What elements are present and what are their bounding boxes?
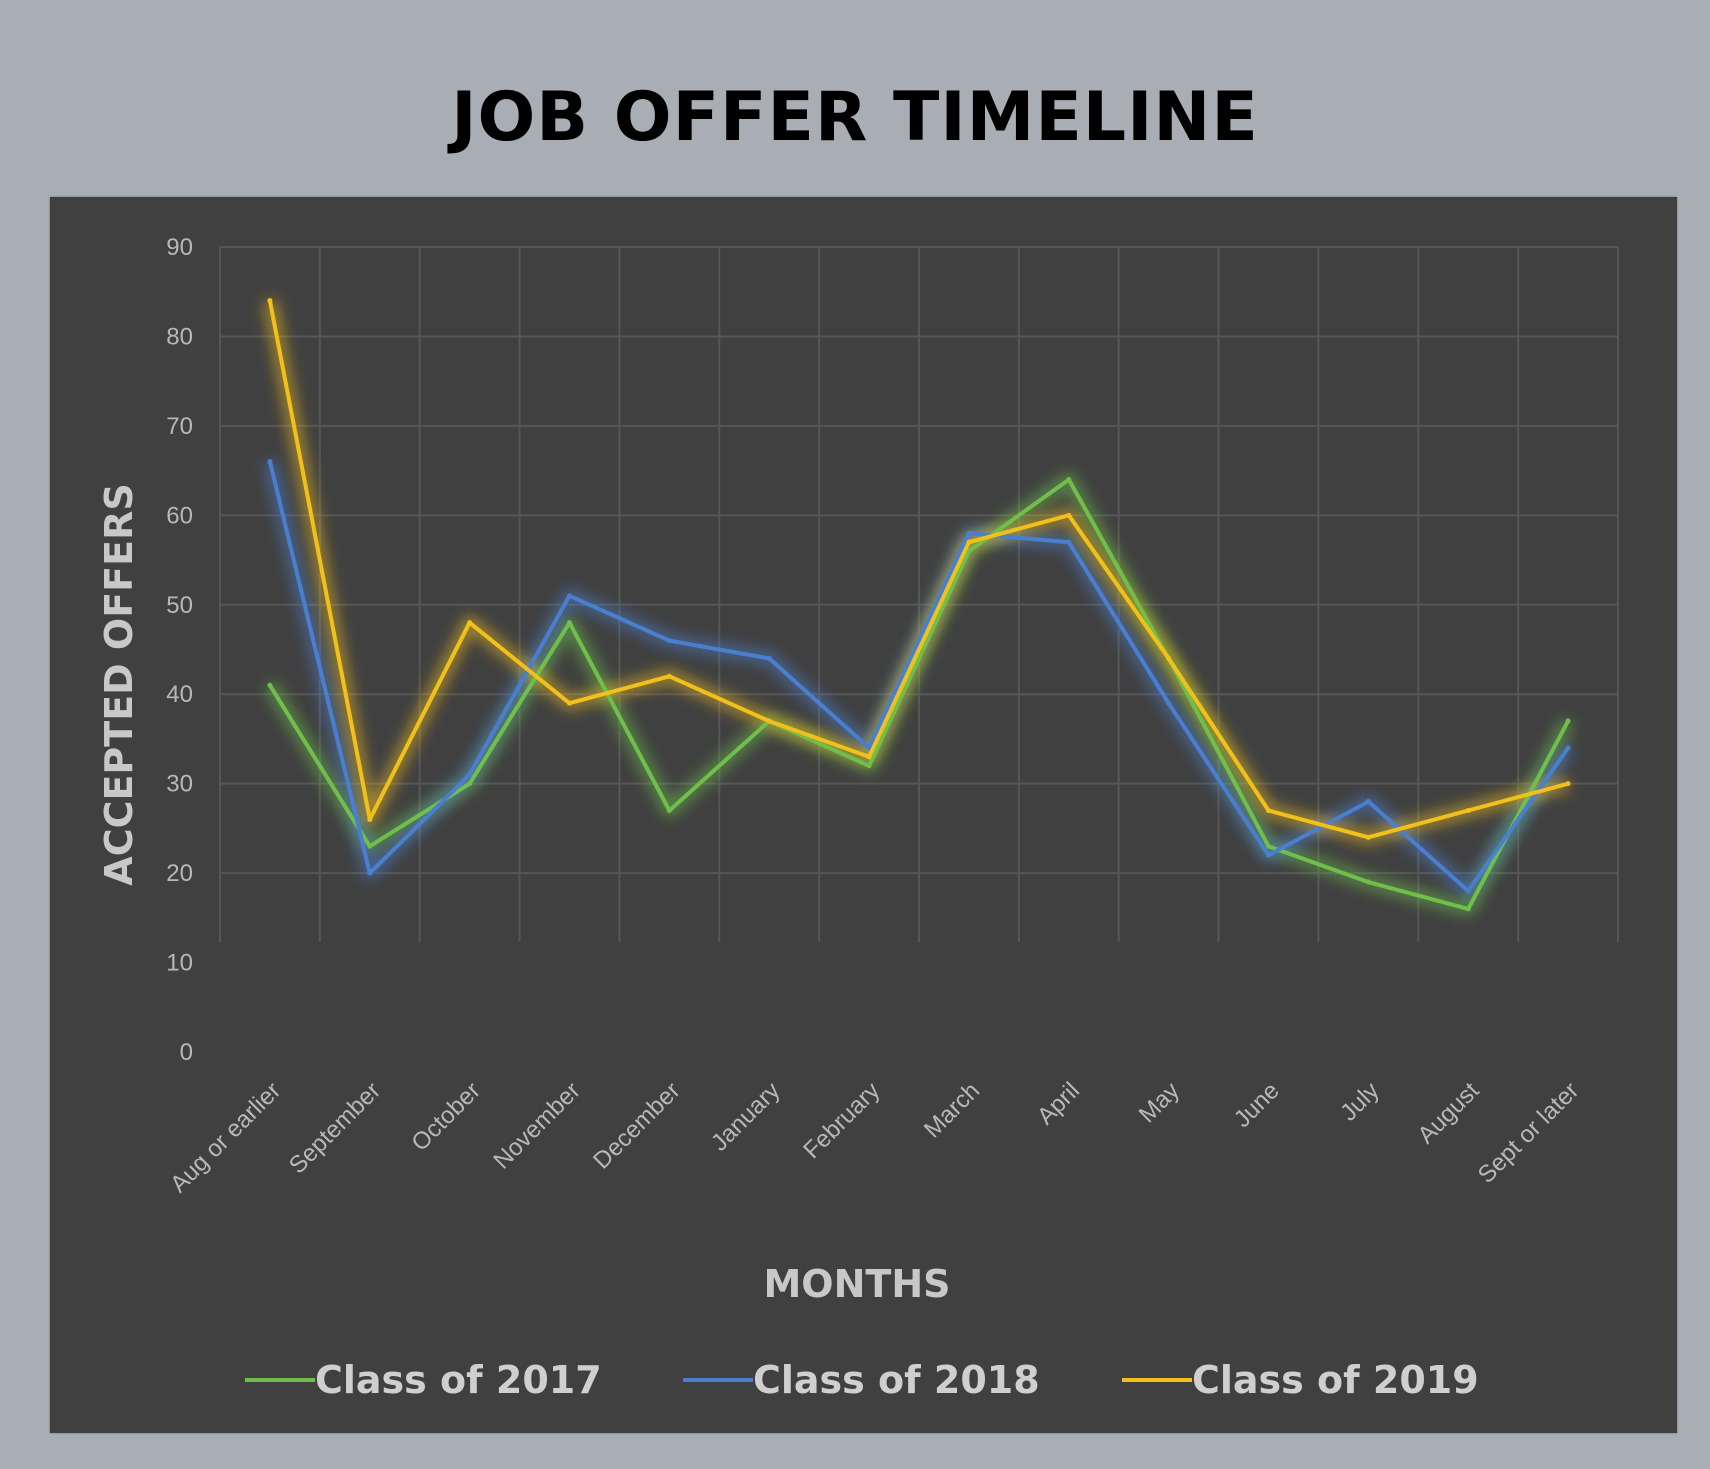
- data-point: [966, 548, 972, 554]
- data-point: [866, 754, 872, 760]
- data-point: [1565, 745, 1571, 751]
- data-point: [467, 620, 473, 626]
- series-line-1: [268, 477, 1570, 911]
- data-point: [966, 539, 972, 545]
- y-tick-label: 20: [166, 860, 193, 887]
- y-tick-label: 90: [166, 234, 193, 261]
- x-tick-label: Aug or earlier: [165, 1077, 286, 1198]
- y-tick-label: 70: [166, 413, 193, 440]
- data-point: [567, 593, 572, 599]
- y-tick-label: 80: [166, 323, 193, 350]
- data-point: [766, 655, 772, 661]
- data-point: [1365, 799, 1371, 805]
- y-tick-label: 40: [166, 681, 193, 708]
- data-point: [1565, 718, 1571, 724]
- y-tick-labels: 0 10 20 30 40 50 60 70 80 90: [166, 234, 193, 1066]
- data-point: [1365, 834, 1371, 840]
- legend-item: Class of 2019: [1122, 1358, 1479, 1402]
- data-point: [1066, 477, 1072, 483]
- data-point: [367, 843, 373, 849]
- y-tick-label: 0: [180, 1039, 193, 1066]
- data-point: [567, 620, 572, 626]
- legend-item: Class of 2017: [245, 1358, 602, 1402]
- series-line-3: [267, 300, 1569, 840]
- x-tick-label: March: [919, 1077, 985, 1143]
- y-axis-label: ACCEPTED OFFERS: [97, 483, 141, 885]
- data-point: [1365, 879, 1371, 885]
- x-tick-label: September: [284, 1077, 386, 1179]
- legend-label: Class of 2019: [1192, 1358, 1479, 1402]
- data-point: [1465, 808, 1471, 813]
- data-point: [666, 808, 672, 813]
- y-tick-label: 30: [166, 771, 193, 798]
- x-tick-label: December: [588, 1077, 685, 1174]
- y-tick-label: 10: [166, 950, 193, 977]
- x-tick-label: August: [1413, 1077, 1485, 1149]
- series-lines: [267, 298, 1571, 912]
- x-tick-label: February: [798, 1077, 885, 1164]
- x-tick-label: May: [1134, 1077, 1185, 1128]
- data-point: [766, 718, 772, 724]
- x-tick-label: April: [1032, 1077, 1085, 1130]
- x-tick-label: Sept or later: [1473, 1077, 1585, 1189]
- x-axis-label: MONTHS: [763, 1262, 950, 1306]
- data-point: [367, 870, 373, 876]
- data-point: [267, 682, 273, 688]
- x-tick-label: November: [488, 1077, 585, 1174]
- data-point: [267, 459, 273, 465]
- chart-title: JOB OFFER TIMELINE: [451, 78, 1259, 157]
- data-point: [367, 816, 373, 822]
- data-point: [866, 745, 872, 751]
- legend: Class of 2017 Class of 2018 Class of 2019: [245, 1358, 1479, 1402]
- data-point: [666, 673, 672, 679]
- chart-panel: 0 10 20 30 40 50 60 70 80 90 Aug or earlier Septem…: [50, 197, 1677, 1433]
- y-tick-label: 50: [166, 592, 193, 619]
- x-tick-label: June: [1229, 1077, 1285, 1133]
- data-point: [1465, 906, 1471, 912]
- y-tick-label: 60: [166, 502, 193, 529]
- data-point: [1266, 808, 1271, 813]
- data-point: [966, 530, 972, 536]
- data-point: [1066, 539, 1072, 545]
- data-point: [866, 763, 872, 769]
- data-point: [467, 781, 473, 787]
- data-point: [1266, 843, 1271, 849]
- x-tick-label: January: [706, 1077, 785, 1156]
- data-point: [1166, 655, 1172, 661]
- data-point: [567, 700, 572, 706]
- data-point: [267, 298, 273, 304]
- x-tick-label: October: [406, 1077, 485, 1156]
- data-point: [1565, 781, 1571, 787]
- x-tick-label: July: [1335, 1077, 1384, 1126]
- line-chart: 0 10 20 30 40 50 60 70 80 90 Aug or earlierSeptem…: [97, 234, 1619, 1402]
- data-point: [1266, 852, 1271, 858]
- data-point: [467, 772, 473, 778]
- data-point: [1465, 888, 1471, 894]
- data-point: [1066, 512, 1072, 518]
- legend-label: Class of 2018: [753, 1358, 1040, 1402]
- legend-item: Class of 2018: [683, 1358, 1040, 1402]
- data-point: [666, 638, 672, 644]
- data-point: [1166, 700, 1172, 706]
- legend-label: Class of 2017: [315, 1358, 602, 1402]
- series-line-2: [267, 461, 1570, 893]
